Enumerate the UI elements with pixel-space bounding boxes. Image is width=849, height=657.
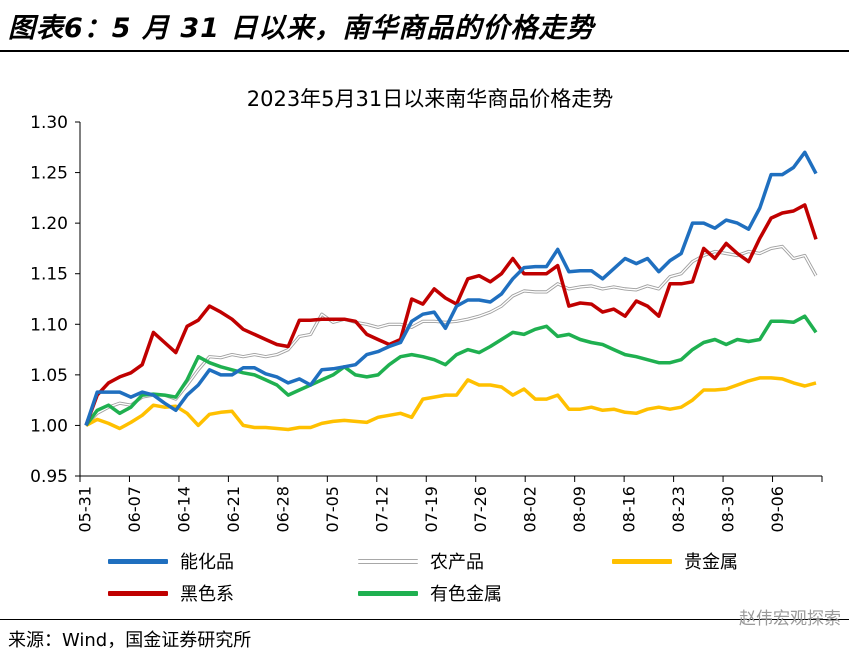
x-tick-label: 09-06 (768, 486, 787, 533)
x-tick-label: 07-19 (422, 486, 441, 533)
chart-axes: 1.30 1.25 1.20 1.15 1.10 1.05 1.00 0.95 05-31 06-… (30, 113, 823, 533)
series-line-4 (84, 314, 818, 427)
x-tick-label: 07-05 (323, 486, 342, 533)
x-tick-label: 05-31 (76, 486, 95, 533)
x-tick-label: 08-16 (620, 486, 639, 533)
source-note: 来源：Wind，国金证券研究所 (8, 630, 252, 651)
legend-swatch (108, 558, 168, 564)
legend-item-4: 有色金属 (358, 580, 502, 606)
legend-label: 黑色系 (180, 584, 234, 605)
y-tick-label: 1.20 (30, 214, 68, 234)
legend-swatch (358, 590, 418, 596)
legend-item-0: 能化品 (108, 548, 234, 574)
series-line-3 (84, 203, 818, 427)
series-line-2 (85, 376, 817, 432)
legend-item-1: 农产品 (358, 548, 484, 574)
series-line-1 (85, 245, 817, 426)
x-tick-label: 08-02 (521, 486, 540, 533)
x-tick-label: 08-23 (669, 486, 688, 533)
y-tick-label: 1.25 (30, 164, 68, 184)
x-tick-label: 06-14 (174, 486, 193, 533)
legend-swatch (358, 558, 418, 564)
y-tick-label: 0.95 (30, 467, 68, 487)
x-tick-label: 08-30 (719, 486, 738, 533)
legend-label: 能化品 (180, 552, 234, 573)
chart-series-lines (84, 150, 818, 432)
legend-swatch (612, 558, 672, 564)
chart-legend: 能化品 农产品 贵金属黑色系 有色金属 (0, 548, 849, 608)
header-divider (0, 50, 849, 52)
legend-label: 有色金属 (430, 584, 502, 605)
y-tick-label: 1.05 (30, 366, 68, 386)
watermark-text: 赵伟宏观探索 (739, 609, 841, 629)
legend-swatch (108, 590, 168, 596)
x-tick-label: 08-09 (570, 486, 589, 533)
legend-label: 农产品 (430, 552, 484, 573)
y-tick-label: 1.15 (30, 265, 68, 285)
legend-label: 贵金属 (684, 552, 738, 573)
x-tick-label: 06-07 (125, 486, 144, 533)
chart-title: 2023年5月31日以来南华商品价格走势 (247, 87, 614, 111)
y-tick-label: 1.00 (30, 416, 68, 436)
line-chart: 2023年5月31日以来南华商品价格走势 1.30 1.25 1.20 1.15 1.1… (30, 87, 823, 533)
figure-header-title: 图表6：5 月 31 日以来，南华商品的价格走势 (8, 13, 595, 44)
legend-item-2: 贵金属 (612, 548, 738, 574)
x-tick-label: 06-28 (273, 486, 292, 533)
x-tick-label: 06-21 (224, 486, 243, 533)
x-tick-label: 07-26 (471, 486, 490, 533)
x-tick-label: 07-12 (372, 486, 391, 533)
y-tick-label: 1.10 (30, 315, 68, 335)
series-line-0 (84, 150, 818, 426)
footer-divider (0, 619, 849, 620)
y-tick-label: 1.30 (30, 113, 68, 133)
legend-item-3: 黑色系 (108, 580, 234, 606)
series-line-1-outline (84, 244, 818, 427)
